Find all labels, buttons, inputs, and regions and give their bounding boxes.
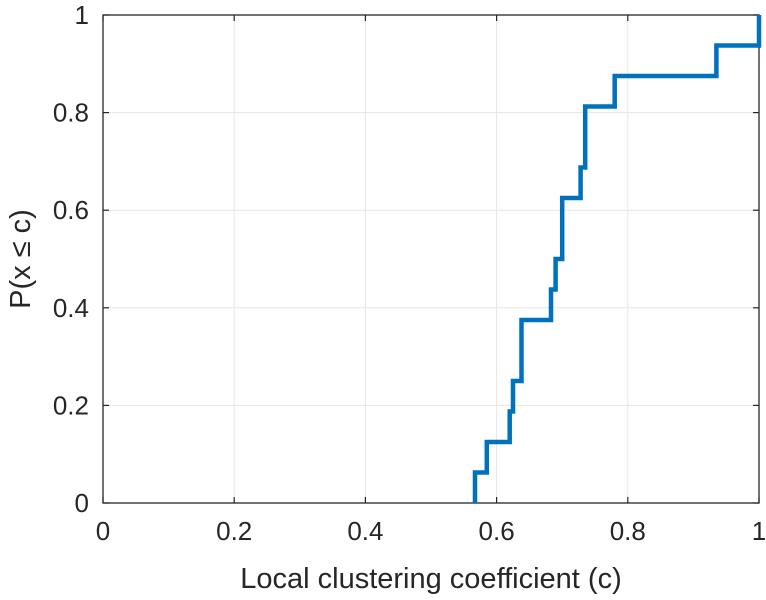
x-tick-label: 0.6 — [479, 516, 515, 546]
x-axis-title: Local clustering coefficient (c) — [240, 563, 621, 595]
plot-area-frame — [102, 14, 760, 504]
x-tick-label: 0.4 — [347, 516, 383, 546]
axis-ticks — [102, 14, 760, 504]
y-tick-label: 1 — [75, 0, 89, 30]
y-tick-label: 0.4 — [53, 293, 89, 323]
x-tick-label: 0.2 — [216, 516, 252, 546]
x-tick-label: 1 — [752, 516, 766, 546]
y-tick-label: 0.6 — [53, 195, 89, 225]
y-tick-labels: 0 0.2 0.4 0.6 0.8 1 — [53, 0, 89, 518]
series-layer — [472, 15, 762, 503]
x-tick-labels: 0 0.2 0.4 0.6 0.8 1 — [96, 516, 766, 546]
y-tick-label: 0 — [75, 488, 89, 518]
y-tick-label: 0.2 — [53, 390, 89, 420]
y-axis-title: P(x ≤ c) — [5, 209, 37, 309]
y-tick-label: 0.8 — [53, 98, 89, 128]
x-tick-label: 0 — [96, 516, 110, 546]
grid-lines — [102, 14, 760, 504]
x-tick-label: 0.8 — [610, 516, 646, 546]
cdf-series-line — [472, 15, 762, 503]
